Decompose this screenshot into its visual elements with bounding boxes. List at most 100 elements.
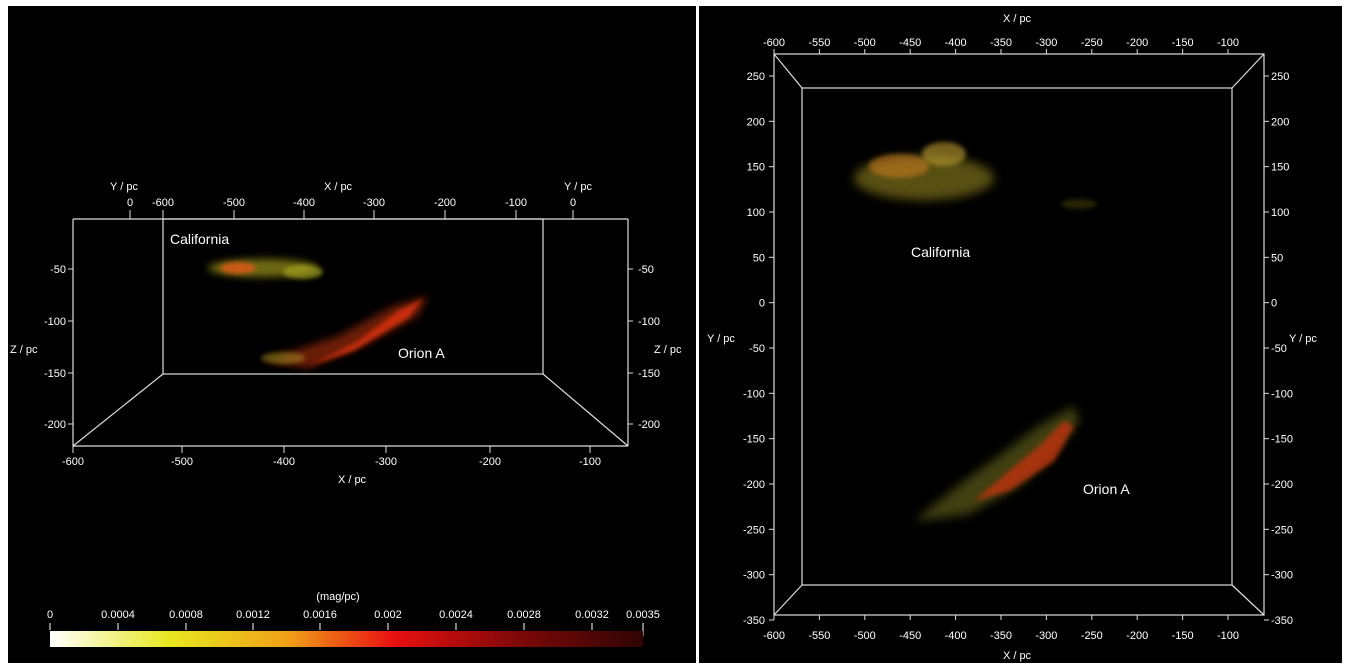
tick-label: 200 xyxy=(747,116,765,128)
depth-edge-right xyxy=(542,373,629,447)
tick-label: 0.0012 xyxy=(236,609,270,621)
tick-label: -150 xyxy=(1271,434,1293,446)
tick-label: -250 xyxy=(1081,630,1103,642)
tick-label: -250 xyxy=(1271,524,1293,536)
tick-label: -600 xyxy=(62,456,84,468)
left-z-tick-labels: -50 -100 -150 -200 -50 -100 -150 -200 xyxy=(44,264,660,431)
left-orion-cloud xyxy=(261,296,428,368)
tick-label: -450 xyxy=(899,37,921,49)
tick-label: 0 xyxy=(127,197,133,209)
colorbar xyxy=(50,631,643,647)
tick-label: -300 xyxy=(743,570,765,582)
tick-label: -500 xyxy=(854,630,876,642)
tick-label: -200 xyxy=(1126,37,1148,49)
right-view-canvas: California Orion A X / pc X / pc Y / pc … xyxy=(707,13,1317,662)
tick-label: -150 xyxy=(44,368,66,380)
left-view-panel[interactable]: California Orion A X / pc Y / pc Y / pc … xyxy=(8,6,696,663)
right-top-x-tick-labels: -600 -550 -500 -450 -400 -350 -300 -250 -200 -150… xyxy=(763,37,1239,49)
tick-label: -200 xyxy=(44,419,66,431)
tick-label: 0.0024 xyxy=(439,609,473,621)
tick-label: -200 xyxy=(434,197,456,209)
tick-label: 50 xyxy=(1271,252,1283,264)
tick-label: -200 xyxy=(479,456,501,468)
tick-label: -600 xyxy=(763,37,785,49)
right-orion-label: Orion A xyxy=(1083,481,1130,497)
tick-label: -150 xyxy=(1172,630,1194,642)
tick-label: 0.0016 xyxy=(303,609,337,621)
tick-label: -350 xyxy=(743,615,765,627)
tick-label: -200 xyxy=(1271,479,1293,491)
tick-label: -300 xyxy=(1035,630,1057,642)
tick-label: -50 xyxy=(749,343,765,355)
colorbar-unit: (mag/pc) xyxy=(316,591,359,603)
tick-label: -350 xyxy=(990,630,1012,642)
tick-label: -100 xyxy=(579,456,601,468)
left-y-title-left: Y / pc xyxy=(110,181,138,193)
tick-label: -50 xyxy=(1271,343,1287,355)
right-view-panel[interactable]: California Orion A X / pc X / pc Y / pc … xyxy=(699,6,1342,663)
tick-label: 150 xyxy=(747,162,765,174)
tick-label: -500 xyxy=(171,456,193,468)
tick-label: -450 xyxy=(899,630,921,642)
depth-edge-left xyxy=(72,373,164,447)
left-z-title-left: Z / pc xyxy=(10,344,38,356)
tick-label: -100 xyxy=(1217,630,1239,642)
tick-label: -200 xyxy=(638,419,660,431)
colorbar-tick-labels: 0 0.0004 0.0008 0.0012 0.0016 0.002 0.00… xyxy=(47,609,660,621)
tick-label: -50 xyxy=(638,264,654,276)
tick-label: -200 xyxy=(743,479,765,491)
left-box-wireframe xyxy=(72,218,629,447)
tick-label: -350 xyxy=(990,37,1012,49)
tick-label: 0.0028 xyxy=(507,609,541,621)
tick-label: -400 xyxy=(293,197,315,209)
tick-label: 150 xyxy=(1271,162,1289,174)
tick-label: 250 xyxy=(1271,71,1289,83)
tick-label: -250 xyxy=(1081,37,1103,49)
tick-label: -100 xyxy=(505,197,527,209)
right-right-y-tick-labels: 250 200 150 100 50 0 -50 -100 -150 -200 -250 -300 -3… xyxy=(1271,71,1293,627)
left-z-ticks xyxy=(68,268,633,425)
tick-label: -500 xyxy=(854,37,876,49)
tick-label: 0 xyxy=(759,298,765,310)
tick-label: -550 xyxy=(808,37,830,49)
left-top-x-ticks xyxy=(129,210,574,219)
inner-frame xyxy=(801,87,1233,586)
tick-label: -300 xyxy=(1271,570,1293,582)
tick-label: 0 xyxy=(47,609,53,621)
right-california-label: California xyxy=(911,244,970,260)
tick-label: -350 xyxy=(1271,615,1293,627)
tick-label: -150 xyxy=(743,434,765,446)
right-top-x-title: X / pc xyxy=(1003,13,1032,25)
tick-label: -300 xyxy=(363,197,385,209)
left-bottom-x-tick-labels: -600 -500 -400 -300 -200 -100 xyxy=(62,456,601,468)
tick-label: -100 xyxy=(1217,37,1239,49)
tick-label: -200 xyxy=(1126,630,1148,642)
tick-label: -100 xyxy=(1271,388,1293,400)
right-tick-marks xyxy=(769,49,1269,621)
tick-label: -300 xyxy=(375,456,397,468)
left-orion-label: Orion A xyxy=(398,345,445,361)
right-california-cloud xyxy=(854,142,1097,209)
tick-label: -600 xyxy=(152,197,174,209)
left-z-title-right: Z / pc xyxy=(654,344,682,356)
left-top-x-title: X / pc xyxy=(324,181,353,193)
tick-label: 0 xyxy=(570,197,576,209)
tick-label: -300 xyxy=(1035,37,1057,49)
right-box-wireframe xyxy=(773,53,1265,616)
left-bottom-x-ticks xyxy=(72,446,591,453)
tick-label: 0.002 xyxy=(374,609,402,621)
left-california-cloud xyxy=(208,259,323,279)
tick-label: -400 xyxy=(273,456,295,468)
tick-label: 250 xyxy=(747,71,765,83)
right-left-y-tick-labels: 250 200 150 100 50 0 -50 -100 -150 -200 -250 -300 -3… xyxy=(743,71,765,627)
tick-label: 0.0008 xyxy=(169,609,203,621)
tick-label: 0 xyxy=(1271,298,1277,310)
left-california-label: California xyxy=(170,231,229,247)
tick-label: -150 xyxy=(638,368,660,380)
tick-label: -150 xyxy=(1172,37,1194,49)
left-bottom-x-title: X / pc xyxy=(338,474,367,486)
right-bottom-x-title: X / pc xyxy=(1003,650,1032,662)
left-view-canvas: California Orion A X / pc Y / pc Y / pc … xyxy=(10,181,682,647)
tick-label: -550 xyxy=(808,630,830,642)
tick-label: 200 xyxy=(1271,116,1289,128)
